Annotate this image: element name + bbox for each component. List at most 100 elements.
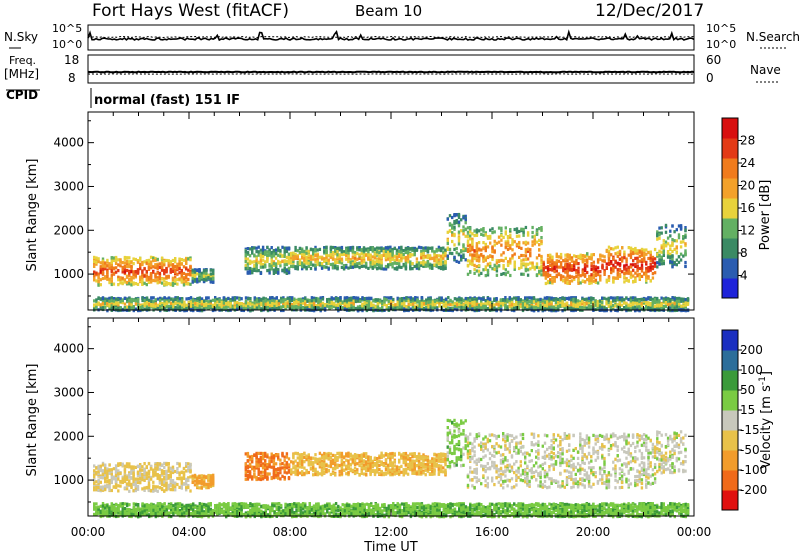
power-cell	[128, 282, 131, 286]
power-cell	[121, 269, 124, 273]
noise-sky-label: N.Sky	[4, 30, 38, 44]
freq-strip-frame	[87, 54, 695, 84]
power-cell	[301, 256, 304, 260]
power-cell	[489, 265, 492, 269]
power-cell	[546, 257, 550, 261]
power-cell	[169, 282, 172, 286]
power-cell	[570, 256, 574, 260]
power-cell	[132, 257, 135, 261]
power-cell	[95, 271, 98, 275]
power-cell	[562, 269, 565, 273]
power-cell	[163, 279, 166, 283]
power-cell	[531, 264, 534, 268]
power-cell	[469, 234, 472, 238]
power-cell	[448, 214, 452, 218]
power-cell	[612, 277, 615, 281]
power-cell	[666, 242, 670, 246]
power-cell	[327, 254, 330, 258]
power-cell	[351, 246, 355, 250]
power-cell	[436, 306, 439, 310]
power-cell	[312, 299, 316, 303]
power-cell	[257, 245, 260, 249]
power-cell	[349, 265, 352, 269]
power-cell	[123, 296, 127, 300]
power-cell	[495, 273, 499, 277]
power-cell	[287, 271, 291, 275]
power-cell	[143, 281, 146, 285]
power-cell	[477, 306, 481, 310]
power-cell	[640, 258, 644, 262]
site-title: Fort Hays West (fitACF)	[92, 1, 289, 21]
power-cell	[259, 259, 263, 263]
power-cell	[515, 242, 519, 246]
power-cell	[384, 264, 388, 269]
power-cell	[117, 283, 120, 287]
power-cell	[356, 262, 359, 266]
power-cell	[451, 300, 454, 304]
power-cell	[189, 273, 192, 277]
power-cell	[540, 258, 543, 262]
power-cell	[497, 259, 501, 263]
power-cell	[562, 275, 565, 279]
power-cell	[566, 274, 569, 278]
power-cell	[616, 271, 619, 275]
power-cell	[477, 296, 481, 300]
power-cell	[290, 254, 293, 258]
power-cell	[538, 243, 541, 247]
power-cell	[415, 263, 419, 267]
power-cell	[294, 245, 297, 250]
power-cell	[469, 249, 472, 253]
power-cell	[429, 297, 432, 301]
power-cell	[448, 229, 452, 233]
power-cell	[270, 264, 273, 268]
power-cell	[643, 271, 646, 275]
power-cell	[323, 246, 326, 250]
power-cell	[433, 255, 436, 259]
power-cell	[605, 280, 608, 284]
power-cell	[136, 282, 140, 286]
power-cell	[121, 265, 124, 269]
power-cell	[671, 260, 674, 264]
power-cell	[403, 304, 406, 308]
power-cell	[330, 298, 333, 302]
power-cell	[524, 225, 528, 230]
power-cell	[261, 262, 265, 267]
power-cell	[198, 309, 201, 313]
power-cell	[634, 247, 637, 251]
power-cell	[329, 246, 333, 250]
power-cell	[266, 301, 270, 305]
power-cell	[189, 296, 193, 300]
power-cell	[95, 260, 98, 264]
power-cell	[93, 273, 96, 277]
power-cell	[158, 265, 162, 269]
power-cell	[469, 247, 472, 251]
power-cell	[101, 257, 105, 261]
power-cell	[473, 296, 476, 300]
power-cell	[160, 263, 164, 267]
power-cell	[458, 305, 461, 309]
power-cell	[658, 258, 661, 262]
power-cell	[283, 254, 286, 258]
power-cell	[180, 272, 183, 276]
power-cell	[262, 301, 265, 305]
power-cell	[562, 266, 565, 270]
power-cell	[174, 279, 177, 283]
power-cell	[464, 227, 467, 232]
power-cell	[634, 264, 637, 268]
power-cell	[660, 250, 663, 254]
power-cell	[351, 264, 355, 268]
power-cell	[540, 273, 543, 277]
power-cell	[480, 306, 483, 310]
power-cell	[163, 277, 166, 281]
power-cell	[675, 263, 678, 267]
power-cell	[435, 247, 438, 252]
power-cell	[469, 302, 472, 306]
power-cell	[284, 304, 287, 308]
power-cell	[295, 301, 298, 305]
power-cell	[277, 270, 280, 275]
noise-left-tick-top: 10^5	[52, 22, 82, 35]
power-cell	[528, 296, 531, 300]
power-cell	[259, 261, 263, 265]
power-cell	[477, 263, 481, 268]
power-cell	[623, 280, 626, 284]
